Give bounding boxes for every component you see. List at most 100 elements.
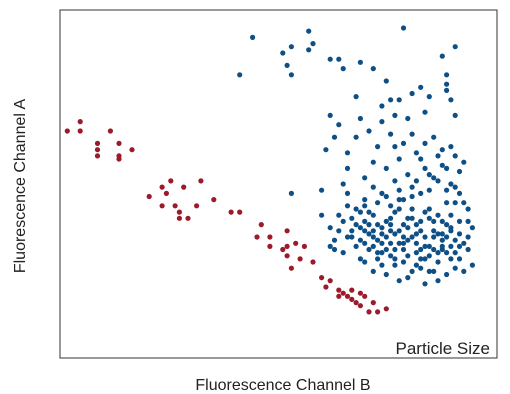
data-point-series-2	[444, 87, 450, 93]
data-point-series-1	[64, 128, 70, 134]
data-point-series-2	[362, 259, 368, 265]
data-point-series-2	[353, 94, 359, 100]
data-point-series-2	[461, 159, 467, 165]
data-point-series-2	[431, 134, 437, 140]
data-point-series-2	[413, 262, 419, 268]
data-point-series-2	[388, 97, 394, 103]
data-point-series-2	[444, 222, 450, 228]
data-point-series-2	[388, 240, 394, 246]
data-point-series-2	[362, 197, 368, 203]
data-point-series-2	[444, 250, 450, 256]
data-point-series-2	[379, 262, 385, 268]
data-point-series-2	[250, 34, 256, 41]
data-point-series-2	[439, 147, 445, 153]
data-point-series-1	[159, 184, 165, 190]
data-point-series-2	[461, 240, 467, 246]
data-point-series-2	[405, 253, 411, 259]
data-point-series-2	[435, 278, 441, 284]
data-point-series-2	[388, 131, 394, 137]
data-point-series-2	[444, 271, 450, 278]
data-point-series-2	[448, 144, 454, 150]
data-point-series-1	[267, 243, 273, 249]
data-point-series-1	[94, 147, 101, 153]
data-point-series-2	[327, 225, 333, 231]
data-point-series-2	[375, 200, 381, 206]
data-point-series-2	[413, 222, 419, 228]
data-point-series-2	[413, 178, 419, 184]
data-point-series-2	[353, 134, 359, 140]
data-point-series-2	[379, 119, 385, 125]
x-axis-label: Fluorescence Channel B	[195, 377, 370, 394]
data-point-series-1	[211, 197, 217, 203]
data-point-series-1	[258, 222, 264, 228]
data-point-series-2	[379, 231, 385, 237]
data-point-series-2	[370, 184, 376, 190]
data-point-series-2	[370, 243, 376, 249]
data-point-series-2	[362, 228, 368, 234]
data-point-series-2	[448, 256, 454, 262]
data-point-series-1	[163, 190, 169, 196]
data-point-series-1	[375, 309, 381, 315]
data-point-series-2	[409, 268, 415, 274]
data-point-series-2	[452, 44, 458, 50]
data-point-series-2	[413, 240, 419, 246]
data-point-series-2	[405, 172, 411, 178]
data-point-series-2	[418, 265, 424, 271]
data-point-series-2	[426, 206, 432, 212]
data-point-series-2	[319, 212, 325, 218]
y-axis-label: Fluorescence Channel A	[12, 99, 29, 274]
particle-size-annotation: Particle Size	[396, 339, 490, 358]
data-point-series-1	[370, 300, 376, 306]
data-point-series-2	[357, 115, 363, 122]
data-point-series-2	[366, 231, 372, 237]
data-point-series-2	[396, 197, 402, 203]
data-point-series-2	[392, 178, 398, 184]
data-point-series-2	[370, 228, 376, 234]
data-point-series-1	[349, 287, 355, 293]
data-point-series-2	[392, 231, 398, 237]
data-point-series-2	[469, 225, 475, 231]
data-point-series-2	[396, 240, 402, 246]
data-point-series-2	[422, 109, 428, 115]
data-point-series-1	[159, 203, 165, 209]
data-point-series-2	[448, 181, 454, 187]
data-point-series-1	[267, 234, 273, 240]
data-point-series-2	[340, 218, 346, 224]
data-point-series-2	[422, 256, 428, 262]
data-point-series-2	[388, 203, 394, 209]
data-point-series-2	[409, 193, 415, 200]
data-point-series-2	[331, 246, 338, 253]
data-point-series-2	[400, 25, 407, 31]
data-point-series-2	[435, 178, 441, 184]
data-point-series-1	[323, 284, 329, 290]
data-point-series-2	[456, 243, 463, 249]
data-point-series-2	[323, 147, 329, 153]
data-point-series-2	[439, 231, 445, 237]
data-point-series-2	[435, 259, 441, 265]
data-point-series-2	[392, 209, 398, 215]
data-point-series-2	[375, 256, 381, 262]
data-point-series-1	[176, 215, 182, 221]
data-point-series-2	[422, 234, 428, 240]
data-point-series-2	[426, 215, 432, 221]
data-point-series-2	[383, 218, 389, 224]
data-point-series-2	[400, 246, 407, 253]
data-point-series-1	[288, 265, 294, 271]
data-point-series-2	[336, 228, 342, 234]
data-point-series-2	[448, 243, 454, 249]
data-point-series-2	[418, 156, 424, 162]
data-point-series-1	[129, 147, 135, 153]
data-point-series-2	[413, 250, 419, 256]
data-point-series-1	[383, 306, 389, 312]
data-point-series-2	[400, 197, 407, 203]
data-point-series-2	[431, 228, 437, 234]
data-point-series-1	[94, 140, 101, 146]
data-point-series-2	[448, 225, 454, 231]
data-point-series-2	[418, 84, 424, 90]
data-point-series-2	[370, 66, 376, 72]
data-point-series-1	[297, 256, 303, 262]
data-point-series-2	[392, 246, 398, 253]
data-point-series-2	[418, 190, 424, 196]
data-point-series-2	[426, 253, 432, 259]
